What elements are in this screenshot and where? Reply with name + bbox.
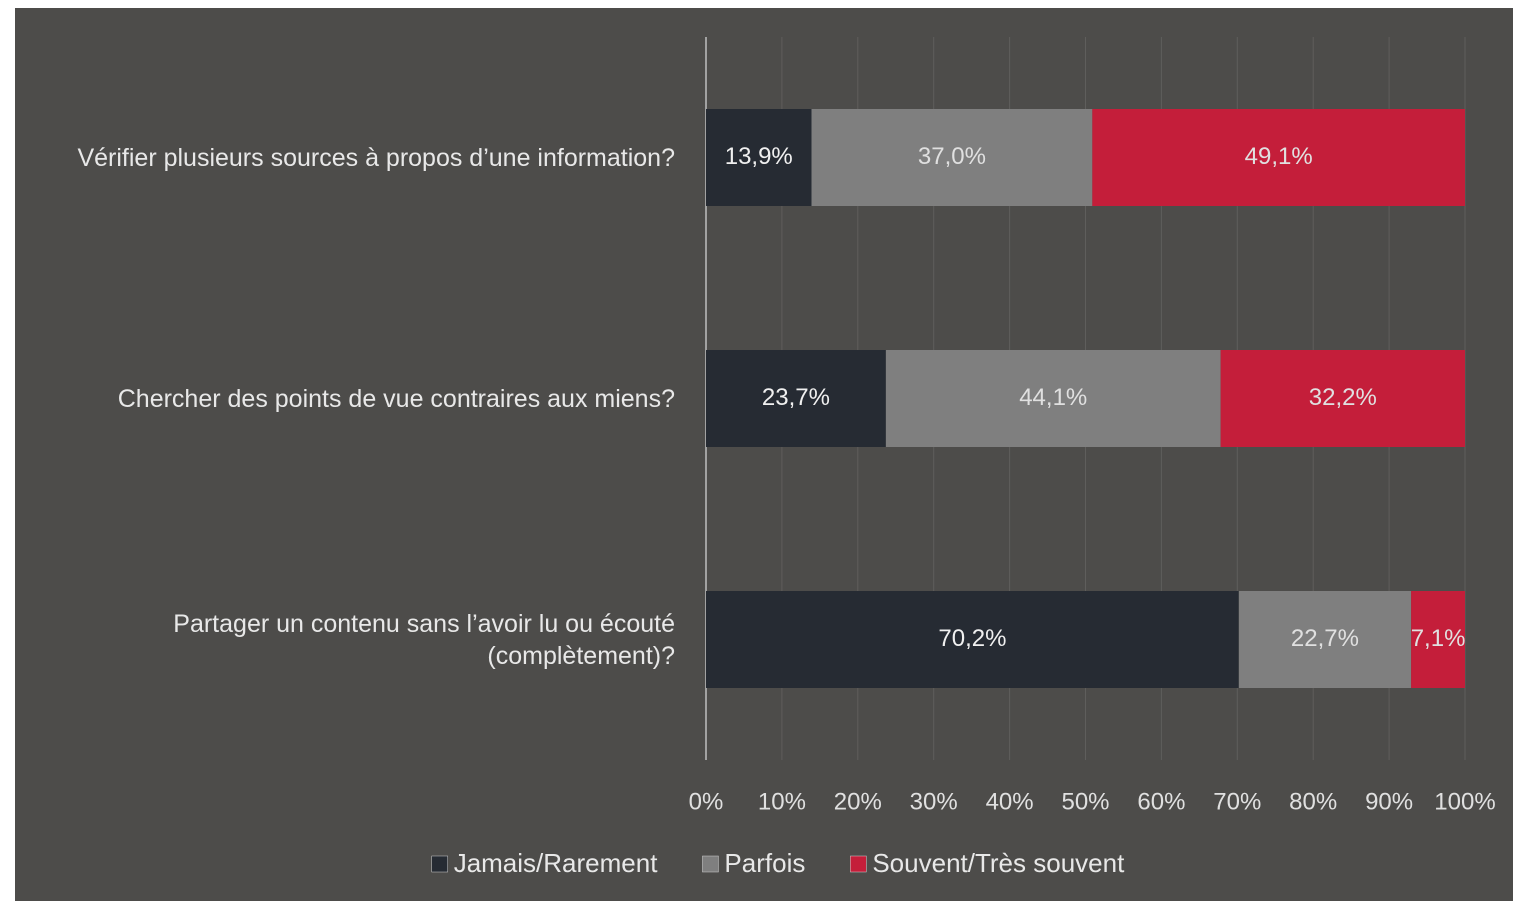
bar-segment — [706, 591, 1239, 688]
x-tick-label: 60% — [1137, 788, 1185, 815]
x-tick-label: 10% — [758, 788, 806, 815]
bar-segment — [706, 109, 812, 206]
x-tick-label: 0% — [689, 788, 724, 815]
legend-swatch — [850, 855, 867, 873]
legend-label: Souvent/Très souvent — [872, 848, 1125, 878]
data-label: 13,9% — [725, 143, 793, 170]
legend-swatch — [431, 855, 448, 873]
bar-segment — [1411, 591, 1465, 688]
x-tick-label: 70% — [1213, 788, 1261, 815]
chart-area: 0% 10% 20% 30% 40% 50% 60% 70% 80% 90% 100% 13,9% 37… — [15, 8, 1513, 901]
data-label: 22,7% — [1291, 625, 1359, 652]
data-label: 32,2% — [1309, 384, 1377, 411]
x-tick-label: 50% — [1061, 788, 1109, 815]
bar-segment — [885, 350, 1221, 447]
x-tick-label: 90% — [1365, 788, 1413, 815]
bar-segment — [706, 350, 886, 447]
legend-label: Parfois — [724, 848, 805, 878]
bar-segment — [1220, 350, 1465, 447]
data-label: 37,0% — [918, 143, 986, 170]
data-label: 70,2% — [938, 625, 1006, 652]
legend-swatch — [702, 855, 719, 873]
chart: 0% 10% 20% 30% 40% 50% 60% 70% 80% 90% 100% 13,9% 37… — [431, 37, 1496, 878]
x-tick-label: 80% — [1289, 788, 1337, 815]
bar-segment — [1092, 109, 1465, 206]
category-label: Partager un contenu sans l’avoir lu ou é… — [173, 609, 675, 670]
category-label: Vérifier plusieurs sources à propos d’un… — [77, 143, 675, 172]
bar-segment — [811, 109, 1093, 206]
bar-segment — [1238, 591, 1412, 688]
x-tick-label: 20% — [834, 788, 882, 815]
data-label: 23,7% — [762, 384, 830, 411]
data-label: 7,1% — [1411, 625, 1466, 652]
x-tick-label: 100% — [1434, 788, 1495, 815]
x-tick-label: 40% — [986, 788, 1034, 815]
category-label: Chercher des points de vue contraires au… — [117, 384, 675, 413]
x-tick-label: 30% — [910, 788, 958, 815]
legend-label: Jamais/Rarement — [454, 848, 659, 878]
data-label: 44,1% — [1019, 384, 1087, 411]
data-label: 49,1% — [1245, 143, 1313, 170]
